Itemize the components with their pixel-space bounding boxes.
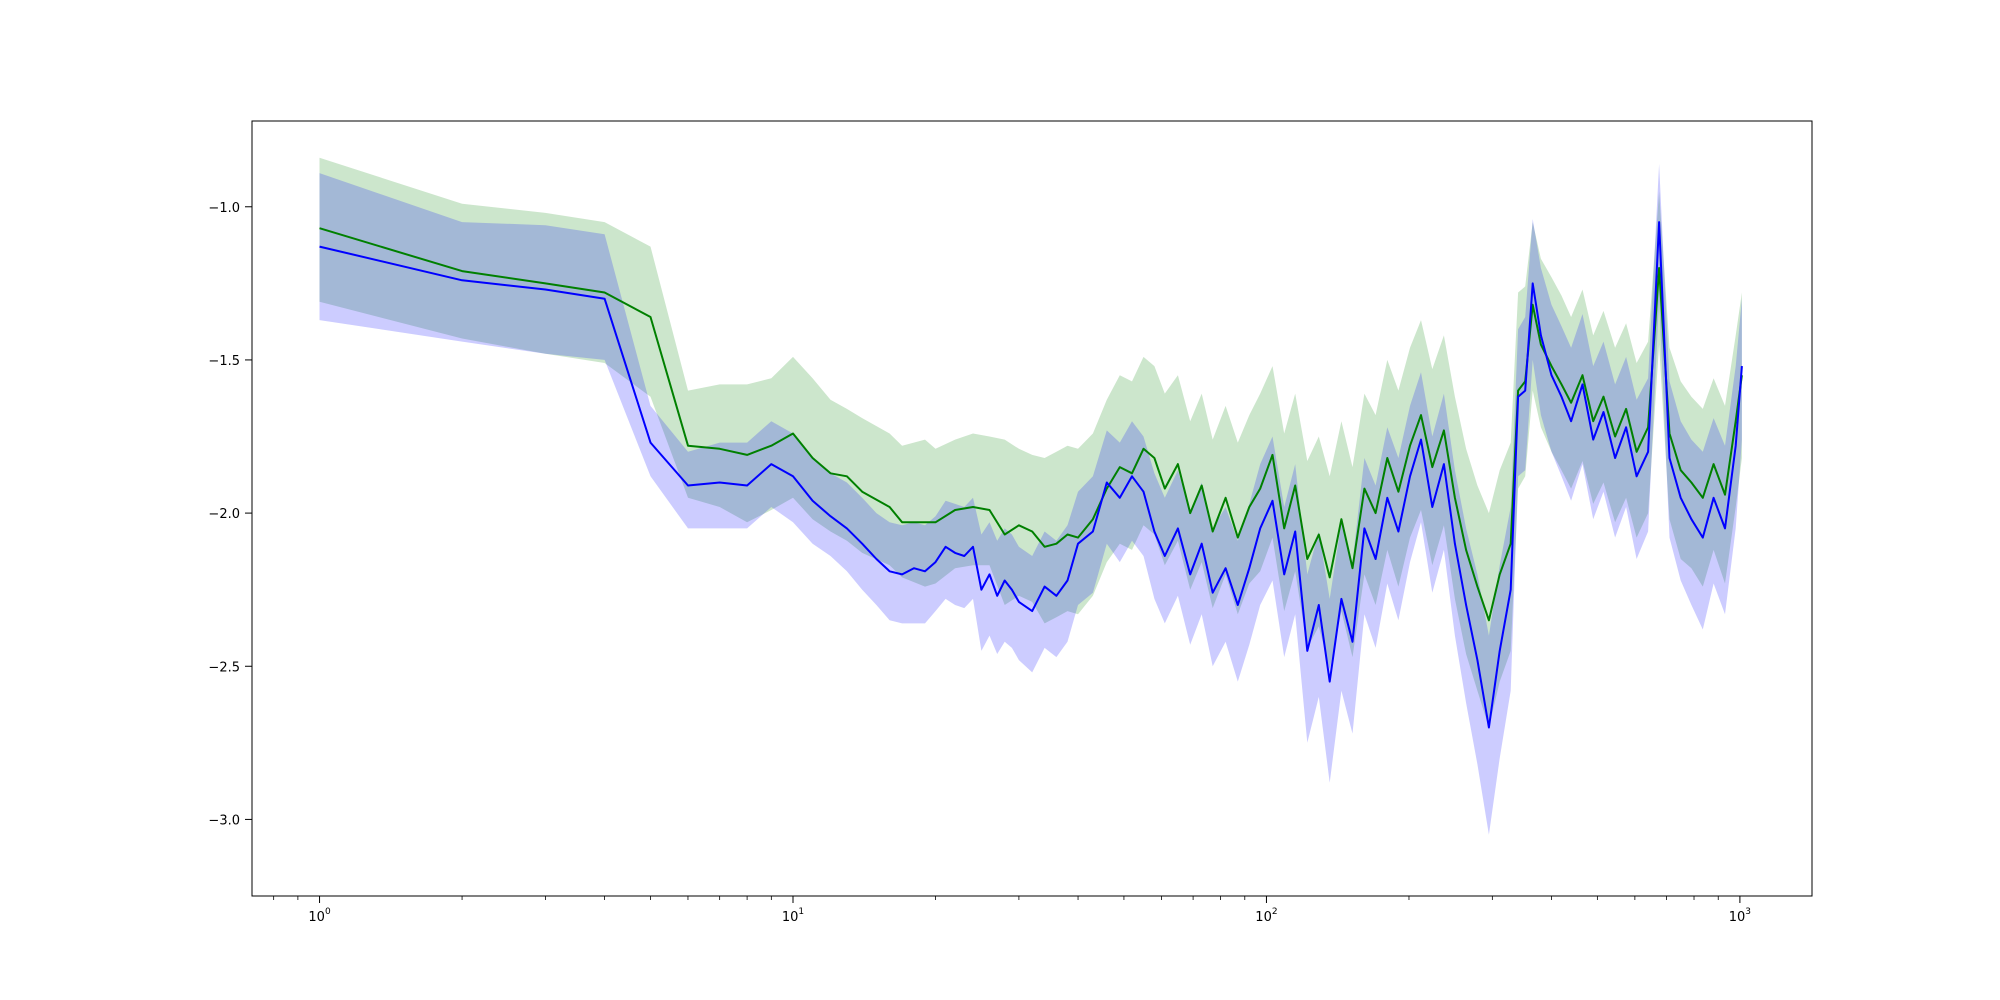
y-tick-label: −1.0 [208, 201, 240, 216]
y-tick-label: −2.0 [208, 507, 240, 522]
x-tick-label: 100 [308, 907, 331, 925]
x-tick-label: 101 [782, 907, 804, 925]
x-tick-label: 103 [1729, 907, 1751, 925]
series-lines [319, 221, 1743, 729]
y-tick-label: −2.5 [208, 660, 240, 675]
band-series-1 [319, 163, 1742, 835]
y-tick-label: −3.0 [208, 813, 240, 828]
line-series-1 [319, 221, 1743, 729]
x-tick-label: 102 [1255, 907, 1277, 925]
x-axis: 100 101 102 103 [273, 896, 1751, 925]
y-tick-label: −1.5 [208, 354, 240, 369]
y-axis: −1.0 −1.5 −2.0 −2.5 −3.0 [208, 201, 252, 828]
band-series-0 [319, 157, 1742, 728]
confidence-bands [319, 157, 1742, 835]
plot-frame [251, 120, 1813, 897]
line-series-0 [319, 227, 1743, 622]
